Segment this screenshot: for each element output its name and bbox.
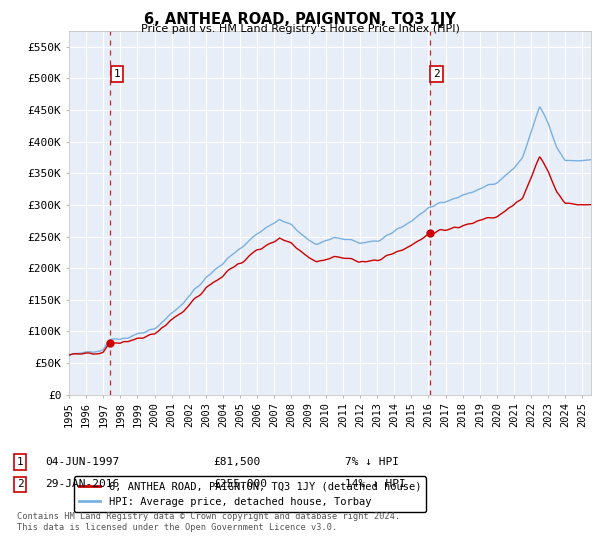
Text: £255,000: £255,000 xyxy=(213,479,267,489)
Text: 14% ↓ HPI: 14% ↓ HPI xyxy=(345,479,406,489)
Legend: 6, ANTHEA ROAD, PAIGNTON, TQ3 1JY (detached house), HPI: Average price, detached: 6, ANTHEA ROAD, PAIGNTON, TQ3 1JY (detac… xyxy=(74,477,426,512)
Text: 04-JUN-1997: 04-JUN-1997 xyxy=(45,457,119,467)
Text: Price paid vs. HM Land Registry's House Price Index (HPI): Price paid vs. HM Land Registry's House … xyxy=(140,24,460,34)
Text: 29-JAN-2016: 29-JAN-2016 xyxy=(45,479,119,489)
Text: 6, ANTHEA ROAD, PAIGNTON, TQ3 1JY: 6, ANTHEA ROAD, PAIGNTON, TQ3 1JY xyxy=(144,12,456,27)
Text: 1: 1 xyxy=(114,69,121,79)
Text: 2: 2 xyxy=(17,479,23,489)
Text: 1: 1 xyxy=(17,457,23,467)
Text: 2: 2 xyxy=(433,69,440,79)
Text: 7% ↓ HPI: 7% ↓ HPI xyxy=(345,457,399,467)
Text: Contains HM Land Registry data © Crown copyright and database right 2024.
This d: Contains HM Land Registry data © Crown c… xyxy=(17,512,400,532)
Text: £81,500: £81,500 xyxy=(213,457,260,467)
